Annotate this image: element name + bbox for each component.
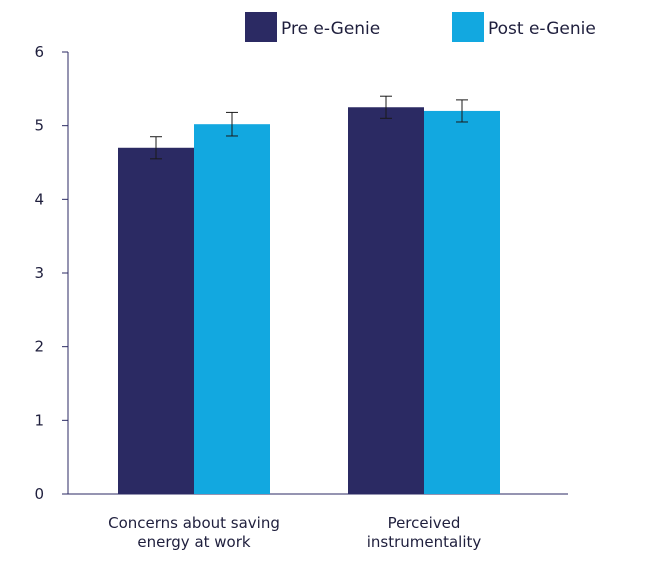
error-bars [150,95,468,160]
bar-pre-2 [348,107,424,494]
y-tick-label: 4 [34,190,44,208]
x-category-label: Perceived instrumentality [367,514,482,551]
x-category-label-line: instrumentality [367,533,482,551]
bar-pre-1 [118,147,194,494]
x-category-label: Concerns about saving energy at work [108,514,280,551]
y-tick-label: 5 [34,117,44,135]
error-bar-post-2 [456,99,468,123]
x-category-label-line: energy at work [137,533,250,551]
bar-post-1 [194,124,270,495]
y-tick-label: 6 [34,43,44,61]
bars [118,107,500,495]
y-tick-label: 0 [34,485,44,503]
y-tick-label: 3 [34,264,44,282]
legend: Pre e-Genie Post e-Genie [245,12,596,42]
y-tick-label: 1 [34,411,44,429]
legend-label-pre: Pre e-Genie [281,19,380,39]
y-tick-label: 2 [34,338,44,356]
legend-swatch-post [452,12,484,42]
legend-label-post: Post e-Genie [488,19,596,39]
x-axis-labels: Concerns about saving energy at work Perce… [108,514,481,551]
error-bar-pre-1 [150,136,162,160]
legend-swatch-pre [245,12,277,42]
error-bar-pre-2 [380,95,392,119]
x-category-label-line: Perceived [388,514,461,532]
error-bar-post-1 [226,111,238,137]
x-category-label-line: Concerns about saving [108,514,280,532]
bar-post-2 [424,110,500,494]
